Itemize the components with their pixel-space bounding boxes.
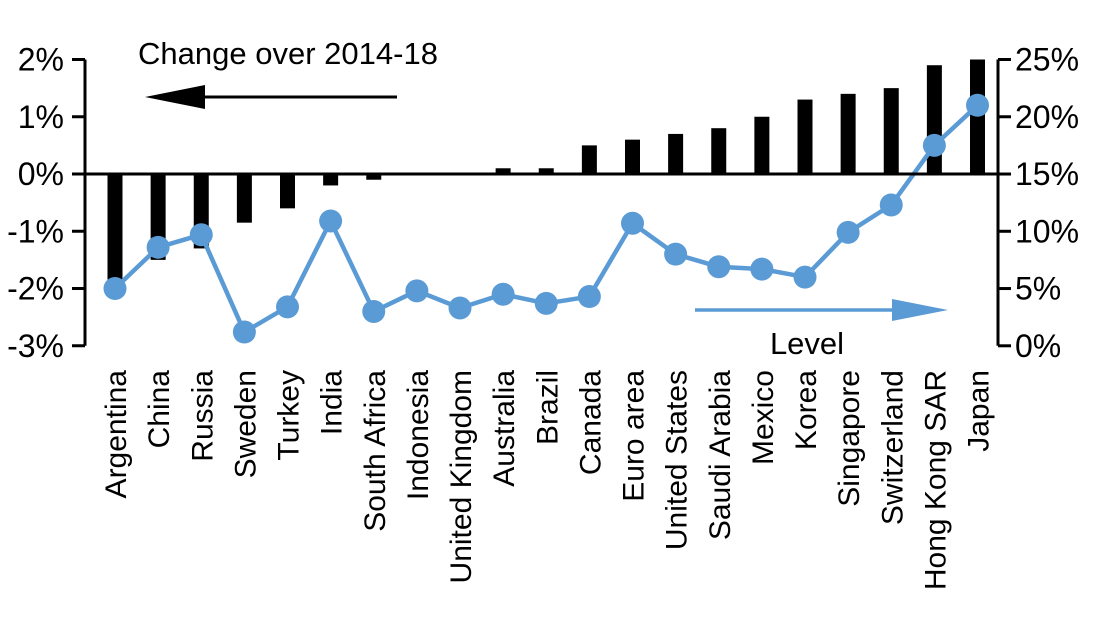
category-label: China — [143, 370, 176, 449]
left-axis-tick-label: -2% — [7, 271, 64, 307]
level-dot — [103, 277, 127, 301]
bar — [581, 145, 597, 174]
category-label: South Africa — [359, 370, 392, 532]
level-dot — [448, 296, 472, 320]
category-label: United States — [661, 370, 694, 550]
level-dot — [362, 299, 386, 323]
bar — [107, 174, 123, 280]
category-label: Brazil — [531, 370, 564, 445]
category-label: Australia — [488, 370, 521, 487]
level-dot — [966, 93, 989, 117]
left-axis-tick-label: 0% — [18, 156, 64, 192]
bar — [495, 168, 511, 174]
level-dot — [577, 285, 601, 309]
level-dot — [189, 223, 213, 247]
left-axis-tick-label: 2% — [18, 42, 64, 78]
level-dot — [707, 255, 731, 279]
bar — [711, 128, 727, 174]
category-label: Russia — [186, 370, 219, 462]
left-axis: 2% 1% 0% -1% -2% -3% — [7, 42, 998, 364]
category-label: Saudi Arabia — [704, 370, 737, 540]
bar — [754, 116, 770, 174]
bar — [323, 174, 339, 186]
bar — [668, 133, 684, 174]
right-arrow-icon — [892, 299, 948, 321]
right-axis-tick-label: 10% — [1015, 213, 1079, 249]
bar — [840, 93, 856, 174]
level-dot — [146, 235, 170, 259]
level-dot — [276, 295, 299, 319]
bar — [625, 139, 640, 174]
right-axis-tick-label: 5% — [1015, 271, 1061, 307]
category-label: Korea — [790, 370, 823, 450]
category-labels: Argentina China Russia Sweden Turkey India Sou… — [100, 370, 996, 590]
bar-series-label: Change over 2014-18 — [138, 36, 438, 71]
bar — [797, 99, 813, 174]
category-label: Canada — [574, 370, 607, 475]
level-dot — [836, 220, 860, 244]
left-arrow-icon — [145, 85, 205, 109]
level-dot — [750, 257, 774, 281]
level-dot — [491, 282, 515, 306]
level-dot — [319, 209, 343, 233]
category-label: United Kingdom — [445, 370, 478, 583]
category-label: Turkey — [273, 370, 306, 461]
bar — [883, 88, 899, 174]
bar — [538, 168, 554, 174]
category-label: Hong Kong SAR — [919, 370, 952, 590]
category-label: Argentina — [100, 370, 133, 499]
category-label: Indonesia — [402, 370, 435, 500]
level-dot — [793, 265, 817, 289]
right-axis-tick-label: 25% — [1015, 42, 1079, 78]
level-dot — [879, 193, 903, 217]
bar — [366, 174, 382, 180]
level-dot — [922, 133, 946, 157]
level-dot — [664, 242, 688, 266]
right-axis: 25% 20% 15% 10% 5% 0% — [996, 42, 1079, 364]
right-axis-tick-label: 20% — [1015, 99, 1079, 135]
left-axis-tick-label: -3% — [7, 328, 64, 364]
bars-series — [107, 59, 985, 280]
bar-series-annotation: Change over 2014-18 — [138, 36, 438, 109]
level-dot — [232, 320, 256, 344]
bar — [280, 174, 295, 209]
level-dot — [534, 291, 558, 315]
line-series — [103, 93, 989, 344]
left-axis-tick-label: -1% — [7, 213, 64, 249]
category-label: Switzerland — [876, 370, 909, 525]
category-label: Euro area — [618, 370, 651, 502]
line-series-label: Level — [770, 326, 844, 361]
right-axis-tick-label: 15% — [1015, 156, 1079, 192]
category-label: India — [316, 370, 349, 435]
level-dot — [621, 211, 644, 235]
line-series-annotation: Level — [695, 299, 948, 361]
level-dot — [405, 279, 429, 303]
category-label: Mexico — [747, 370, 780, 465]
left-axis-tick-label: 1% — [18, 99, 64, 135]
bar — [926, 65, 942, 174]
category-label: Sweden — [229, 370, 262, 478]
category-label: Singapore — [833, 370, 866, 507]
category-label: Japan — [963, 370, 996, 452]
right-axis-tick-label: 0% — [1015, 328, 1061, 364]
bar — [236, 174, 252, 223]
